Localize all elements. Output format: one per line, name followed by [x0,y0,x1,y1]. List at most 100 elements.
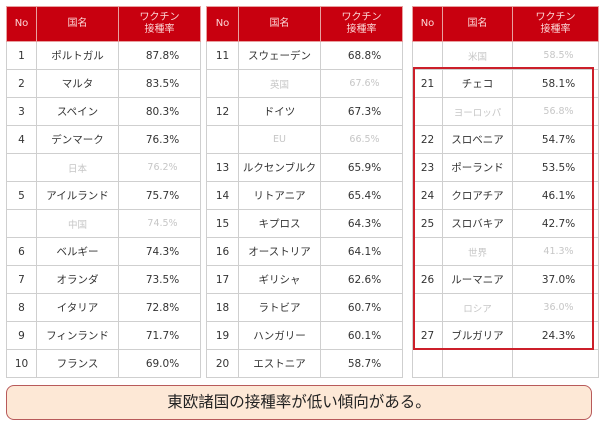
country-cell [442,349,513,378]
rank-cell: 2 [6,69,37,98]
country-cell: EU [238,125,321,154]
table-row: 1 ポルトガル 87.8% [6,41,201,70]
rate-cell: 74.3% [118,237,201,266]
country-cell: ハンガリー [238,321,321,350]
header-rate: ワクチン 接種率 [512,6,599,42]
rank-cell: 5 [6,181,37,210]
country-cell: オーストリア [238,237,321,266]
conclusion-note: 東欧諸国の接種率が低い傾向がある。 [6,385,592,420]
country-cell: エストニア [238,349,321,378]
rank-cell: 19 [206,321,239,350]
country-cell: チェコ [442,69,513,98]
table-row: 15 キプロス 64.3% [206,209,403,238]
rank-cell [412,349,443,378]
rank-cell [206,69,239,98]
table-row: 13 ルクセンブルク 65.9% [206,153,403,182]
country-cell: デンマーク [36,125,119,154]
table-row: 18 ラトビア 60.7% [206,293,403,322]
rate-cell: 76.3% [118,125,201,154]
table-row: 16 オーストリア 64.1% [206,237,403,266]
country-cell: ブルガリア [442,321,513,350]
rank-cell: 25 [412,209,443,238]
country-cell: ラトビア [238,293,321,322]
ranking-table-1: No 国名 ワクチン 接種率 1 ポルトガル 87.8% 2 マルタ 83.5% 3 スペイン 8… [6,6,201,378]
header-rate: ワクチン 接種率 [118,6,201,42]
rate-cell: 64.3% [320,209,403,238]
country-cell: ドイツ [238,97,321,126]
table-row: 3 スペイン 80.3% [6,97,201,126]
table-row: 14 リトアニア 65.4% [206,181,403,210]
country-cell: 世界 [442,237,513,266]
table-row: 4 デンマーク 76.3% [6,125,201,154]
rate-cell: 73.5% [118,265,201,294]
table-row: 8 イタリア 72.8% [6,293,201,322]
header-rate: ワクチン 接種率 [320,6,403,42]
rank-cell [6,209,37,238]
rank-cell: 26 [412,265,443,294]
rank-cell: 12 [206,97,239,126]
country-cell: ヨーロッパ [442,97,513,126]
rate-cell: 72.8% [118,293,201,322]
table-row: 25 スロバキア 42.7% [412,209,599,238]
rate-cell: 42.7% [512,209,599,238]
rank-cell: 22 [412,125,443,154]
table-header: No 国名 ワクチン 接種率 [206,6,403,42]
country-cell: アイルランド [36,181,119,210]
table-row: 10 フランス 69.0% [6,349,201,378]
table-row: 7 オランダ 73.5% [6,265,201,294]
reference-row: 米国 58.5% [412,41,599,70]
table-row: 5 アイルランド 75.7% [6,181,201,210]
rate-cell: 62.6% [320,265,403,294]
country-cell: ロシア [442,293,513,322]
rate-cell: 41.3% [512,237,599,266]
rate-cell: 80.3% [118,97,201,126]
table-row: 22 スロベニア 54.7% [412,125,599,154]
country-cell: スペイン [36,97,119,126]
table-row: 24 クロアチア 46.1% [412,181,599,210]
country-cell: ルクセンブルク [238,153,321,182]
rank-cell: 4 [6,125,37,154]
rank-cell [412,293,443,322]
table-row: 20 エストニア 58.7% [206,349,403,378]
rate-cell: 58.5% [512,41,599,70]
country-cell: スロバキア [442,209,513,238]
country-cell: 米国 [442,41,513,70]
table-header: No 国名 ワクチン 接種率 [412,6,599,42]
country-cell: 英国 [238,69,321,98]
country-cell: オランダ [36,265,119,294]
reference-row: 日本 76.2% [6,153,201,182]
country-cell: フランス [36,349,119,378]
table-row: 12 ドイツ 67.3% [206,97,403,126]
rate-cell: 67.3% [320,97,403,126]
rank-cell [412,97,443,126]
country-cell: ポルトガル [36,41,119,70]
country-cell: フィンランド [36,321,119,350]
rank-cell: 15 [206,209,239,238]
rate-cell: 60.1% [320,321,403,350]
rank-cell: 8 [6,293,37,322]
rate-cell: 65.9% [320,153,403,182]
rate-cell: 67.6% [320,69,403,98]
country-cell: ルーマニア [442,265,513,294]
rate-cell: 64.1% [320,237,403,266]
header-no: No [206,6,239,42]
rate-cell: 76.2% [118,153,201,182]
country-cell: 中国 [36,209,119,238]
table-row: 11 スウェーデン 68.8% [206,41,403,70]
country-cell: キプロス [238,209,321,238]
header-no: No [412,6,443,42]
country-cell: ベルギー [36,237,119,266]
header-country: 国名 [238,6,321,42]
rate-cell: 53.5% [512,153,599,182]
header-country: 国名 [442,6,513,42]
table-header: No 国名 ワクチン 接種率 [6,6,201,42]
table-row: 9 フィンランド 71.7% [6,321,201,350]
reference-row: EU 66.5% [206,125,403,154]
rank-cell: 27 [412,321,443,350]
ranking-table-2: No 国名 ワクチン 接種率 11 スウェーデン 68.8% 英国 67.6% 12 ドイツ 6… [206,6,403,378]
rate-cell: 24.3% [512,321,599,350]
table-row: 6 ベルギー 74.3% [6,237,201,266]
rate-cell: 74.5% [118,209,201,238]
table-row: 2 マルタ 83.5% [6,69,201,98]
rate-cell: 54.7% [512,125,599,154]
